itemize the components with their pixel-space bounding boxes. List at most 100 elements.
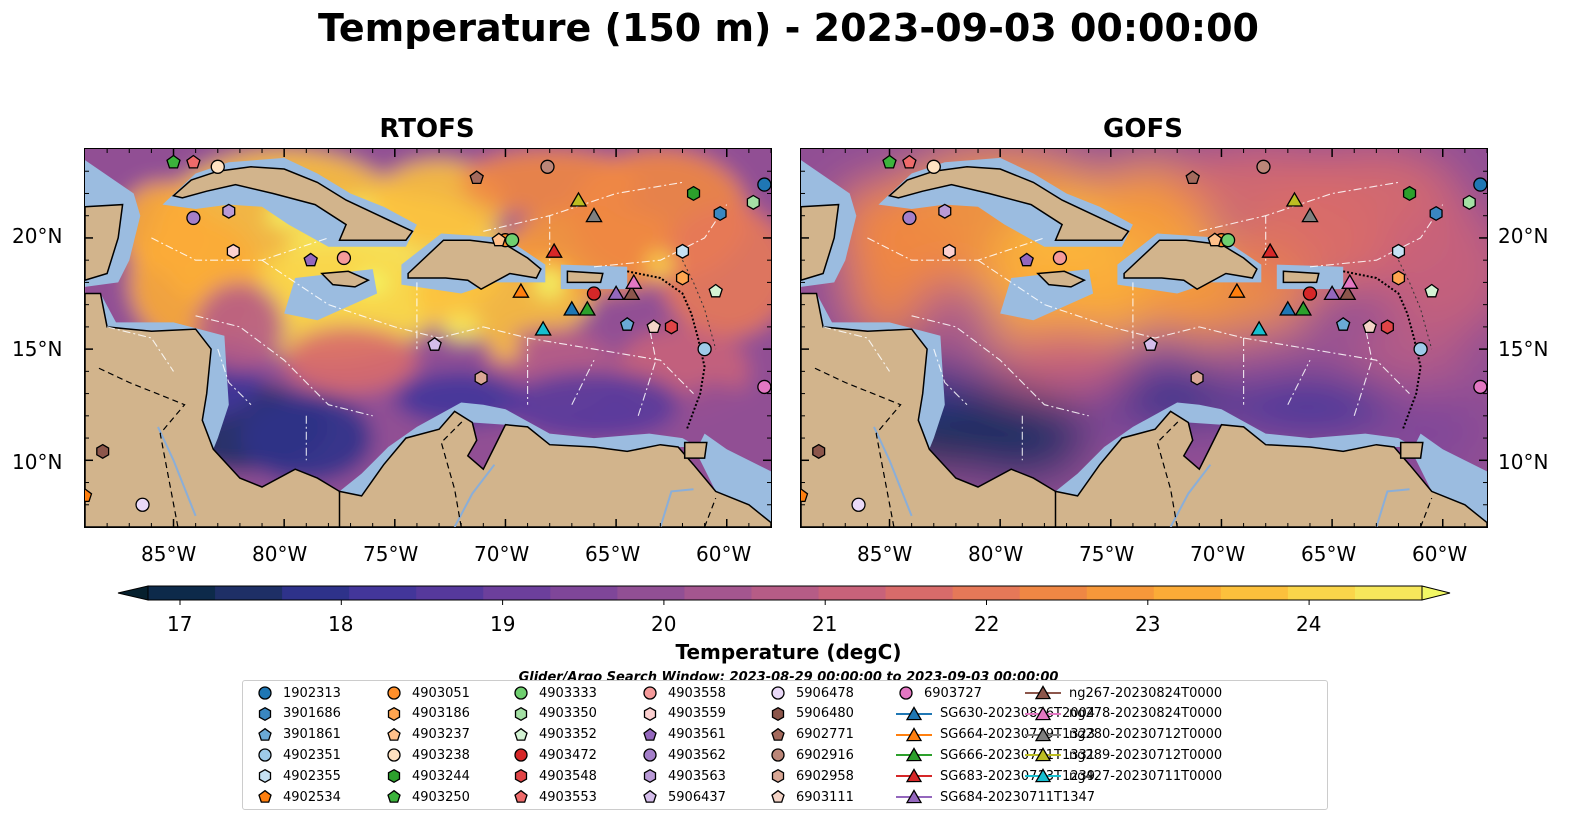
marker-6903727-gofs (1473, 379, 1487, 395)
legend-swatch-pentagon-icon (514, 789, 528, 803)
panel-title-gofs: GOFS (1103, 114, 1183, 144)
legend-label: 5906437 (668, 789, 726, 805)
marker-4903563-gofs (938, 203, 952, 219)
marker-6903111-gofs (1362, 319, 1377, 334)
legend-label: 4903250 (412, 789, 470, 805)
legend-label: 4903186 (412, 706, 470, 722)
legend-label: 5906478 (796, 685, 854, 701)
legend-swatch-triangle-icon (896, 789, 932, 804)
lat-label-10-left: 10°N (12, 450, 63, 474)
marker-ng267-20230824T0000-rtofs (622, 285, 641, 301)
legend-label: ng427-20230711T0000 (1069, 768, 1223, 784)
lon-label-60-p1: 60°W (696, 542, 752, 566)
legend-label: 4903238 (412, 747, 470, 763)
marker-ng289-20230712T0000-rtofs (569, 191, 588, 207)
legend-label: SG684-20230711T1347 (940, 789, 1096, 805)
legend-item-4903563: 4903563 (640, 766, 726, 786)
legend-item-ng280-20230712T0000: ng280-20230712T0000 (1025, 725, 1222, 745)
legend-label: 6902771 (796, 727, 854, 743)
marker-4902534-rtofs (85, 488, 93, 503)
legend-label: 4903563 (668, 768, 726, 784)
legend-item-4902534: 4902534 (255, 787, 341, 807)
legend-swatch-hexagon-icon (643, 706, 657, 721)
legend-item-5906437: 5906437 (640, 787, 726, 807)
lat-label-15-left: 15°N (12, 337, 63, 361)
marker-6902916-gofs (1256, 159, 1271, 174)
legend-label: 5906480 (796, 706, 854, 722)
legend-label: ng289-20230712T0000 (1069, 747, 1223, 763)
marker-4903250-gofs (882, 154, 897, 169)
legend-swatch-triangle-icon (896, 726, 932, 741)
legend-item-4903562: 4903562 (640, 745, 726, 765)
legend-item-SG683-20230713T1239: SG683-20230713T1239 (896, 766, 1095, 786)
marker-4903350-gofs (1462, 194, 1476, 210)
marker-5906437-gofs (1143, 336, 1158, 351)
legend-label: 3901686 (283, 706, 341, 722)
marker-4903553-gofs (902, 154, 917, 169)
lat-label-20-right: 20°N (1498, 224, 1549, 248)
marker-4903553-rtofs (186, 154, 201, 169)
legend-swatch-circle-icon (899, 686, 913, 700)
marker-ng427-20230711T0000-gofs (1250, 320, 1268, 336)
marker-4903333-gofs (1220, 233, 1236, 248)
marker-5906478-gofs (851, 497, 866, 512)
marker-ng280-20230712T0000-gofs (1301, 207, 1319, 223)
legend-label: 4903051 (412, 685, 470, 701)
lon-label-65-p1: 65°W (585, 542, 641, 566)
legend-label: 4903333 (539, 685, 597, 701)
marker-4902534-gofs (801, 488, 809, 503)
legend-swatch-circle-icon (643, 686, 657, 700)
legend-item-4903250: 4903250 (384, 787, 470, 807)
marker-ng280-20230712T0000-rtofs (585, 207, 603, 223)
legend-item-4902355: 4902355 (255, 766, 341, 786)
legend-swatch-circle-icon (771, 748, 785, 763)
legend-label: 6902916 (796, 747, 854, 763)
legend-swatch-pentagon-icon (258, 789, 272, 803)
marker-SG684-20230711T1347-gofs (1323, 285, 1341, 301)
legend-item-1902313: 1902313 (255, 683, 341, 703)
legend-item-SG666-20230711T1331: SG666-20230711T1331 (896, 745, 1095, 765)
marker-6902771-rtofs (469, 170, 484, 185)
panel-title-rtofs: RTOFS (379, 114, 475, 144)
legend-item-4903237: 4903237 (384, 725, 470, 745)
legend-item-4903244: 4903244 (384, 766, 470, 786)
marker-4903558-gofs (1052, 250, 1068, 266)
legend-item-4903553: 4903553 (511, 787, 597, 807)
legend-item-6902771: 6902771 (768, 725, 854, 745)
legend-item-4903238: 4903238 (384, 745, 470, 765)
legend-label: 6903727 (924, 685, 982, 701)
cbar-tick-19: 19 (490, 612, 516, 636)
marker-1902313-gofs (1473, 177, 1487, 192)
marker-4903561-rtofs (303, 252, 318, 267)
marker-4903562-gofs (902, 210, 917, 226)
legend-item-3901686: 3901686 (255, 704, 341, 724)
legend-label: 4902351 (283, 747, 341, 763)
legend-label: 4903553 (539, 789, 597, 805)
legend-swatch-triangle-icon (1025, 726, 1061, 741)
legend-swatch-triangle-icon (1025, 768, 1061, 783)
legend-item-3901861: 3901861 (255, 725, 341, 745)
marker-SG664-20230719T1323-gofs (1228, 282, 1246, 298)
map-panel-rtofs (84, 148, 772, 528)
marker-4903250-rtofs (166, 154, 181, 169)
marker-5906480-gofs (812, 443, 826, 459)
legend: 1902313 3901686 3901861 4902351 4902355 49025… (242, 680, 1328, 810)
legend-swatch-triangle-icon (896, 747, 932, 762)
legend-item-4903186: 4903186 (384, 704, 470, 724)
marker-4903352-rtofs (708, 283, 723, 298)
legend-item-4903559: 4903559 (640, 704, 726, 724)
marker-SG630-20230826T2004-gofs (1279, 300, 1297, 316)
legend-label: 6902958 (796, 768, 854, 784)
legend-swatch-triangle-icon (896, 768, 932, 783)
marker-ng427-20230711T0000-rtofs (534, 320, 552, 336)
marker-SG683-20230713T1239-rtofs (545, 242, 563, 258)
legend-swatch-circle-icon (514, 748, 528, 763)
legend-item-ng278-20230824T0000: ng278-20230824T0000 (1025, 704, 1222, 724)
legend-item-SG684-20230711T1347: SG684-20230711T1347 (896, 787, 1095, 807)
lon-label-60-p2: 60°W (1412, 542, 1468, 566)
legend-label: 4903561 (668, 727, 726, 743)
legend-swatch-circle-icon (387, 748, 401, 763)
legend-item-4903333: 4903333 (511, 683, 597, 703)
legend-label: 4902534 (283, 789, 341, 805)
legend-item-6902958: 6902958 (768, 766, 854, 786)
